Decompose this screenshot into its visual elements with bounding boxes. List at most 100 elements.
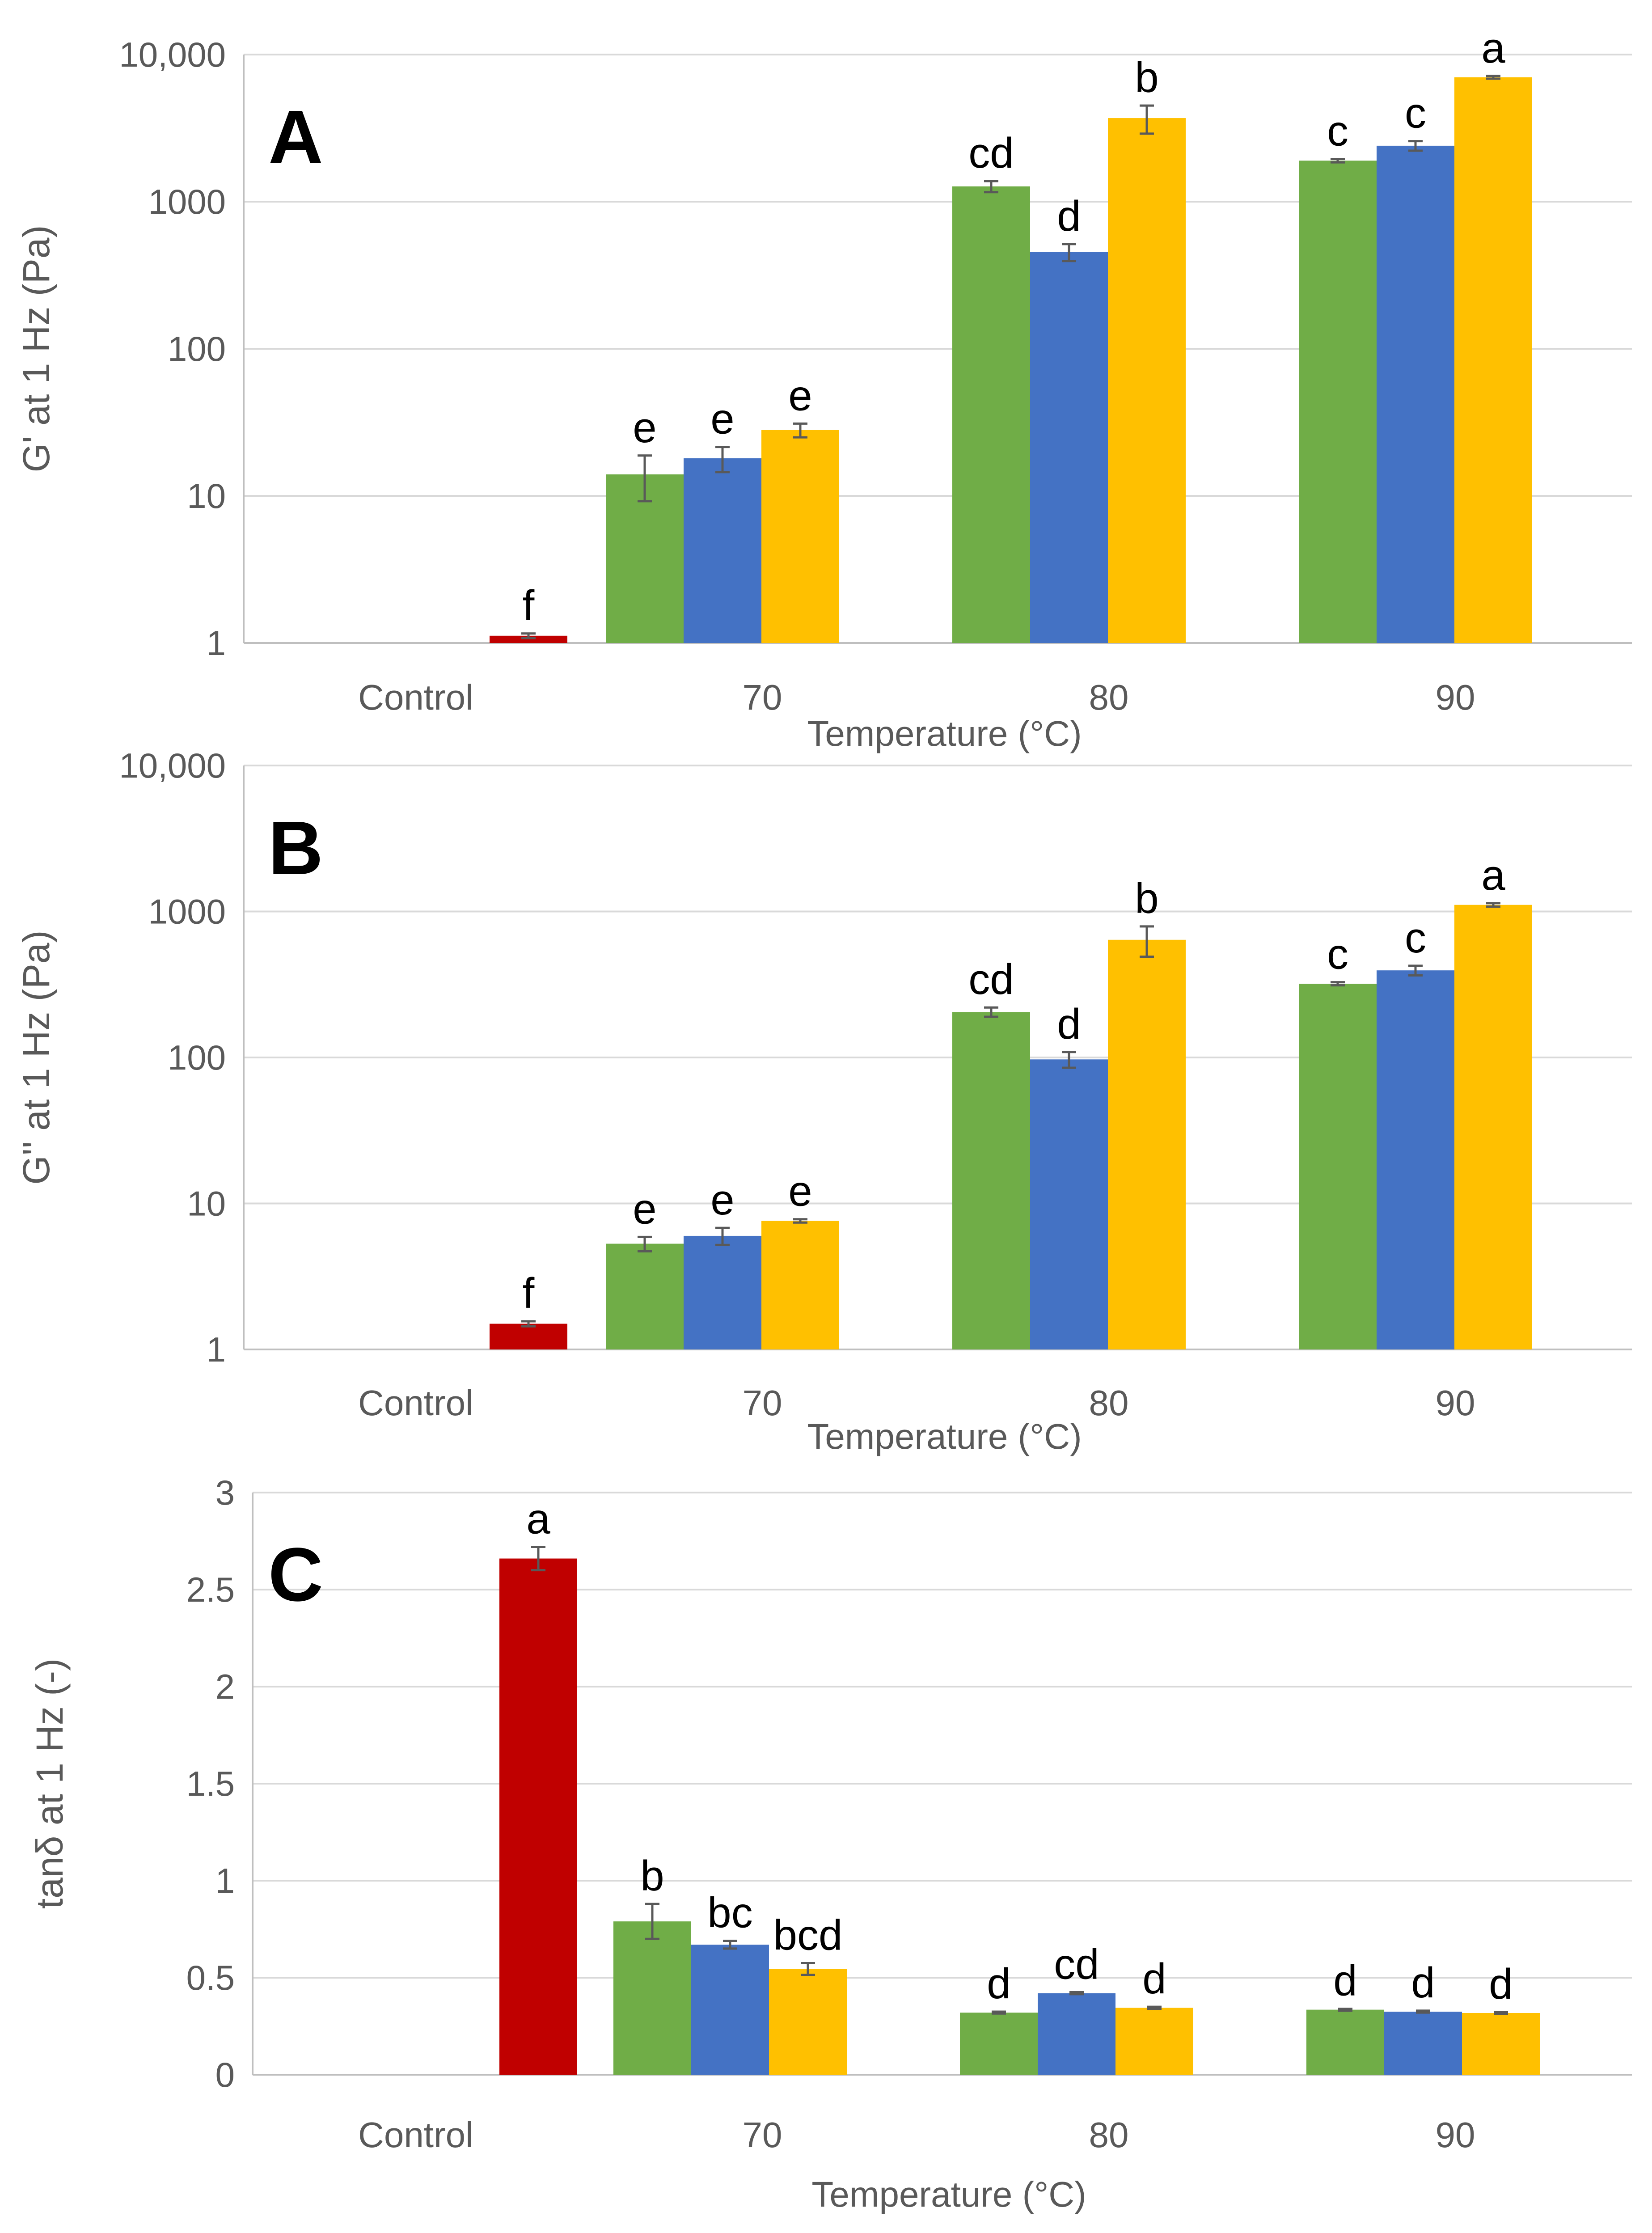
significance-letter: e [633,1185,656,1233]
error-bar [1486,75,1500,80]
significance-letter: d [987,1960,1010,2008]
bar-70-series2 [684,458,761,643]
error-bar [1147,2005,1162,2010]
bar-80-series2 [1038,1993,1115,2075]
error-bar [793,422,807,439]
error-bar [1062,243,1076,262]
error-bar [1494,2011,1508,2015]
bar-70-series3 [761,430,839,643]
y-tick-label: 2.5 [186,1570,235,1609]
significance-letter: e [788,372,812,419]
error-bar [793,1218,807,1224]
x-tick-label: Control [358,2115,473,2155]
error-bar [521,632,536,639]
y-tick-label: 1000 [148,182,226,221]
y-tick-label: 10,000 [119,35,226,74]
error-bar [992,2010,1006,2015]
bar-70-series3 [769,1969,847,2075]
x-tick-label: Control [358,1383,473,1423]
significance-letter: b [640,1852,664,1900]
y-tick-label: 1.5 [186,1764,235,1803]
y-tick-label: 1000 [148,892,226,931]
y-axis-title: tanδ at 1 Hz (-) [29,1658,71,1909]
significance-letter: cd [968,129,1014,177]
significance-letter: e [788,1167,812,1215]
y-axis-title: G' at 1 Hz (Pa) [15,225,57,473]
error-bar [723,1940,737,1950]
bar-control [499,1558,577,2075]
error-bar [531,1546,545,1572]
bar-80-series3 [1108,118,1186,643]
bar-control [490,1324,567,1349]
bar-80-series1 [952,1012,1030,1349]
chart-panel-a: 1 10 100 1000 10,000 f e e e cdd b c c a Control 70 80 90… [15,24,1632,753]
x-tick-label: 80 [1089,677,1129,717]
y-tick-label: 3 [215,1473,235,1512]
significance-letter: c [1405,914,1426,962]
panel-label: C [268,1532,323,1617]
y-tick-label: 1 [215,1861,235,1900]
significance-letter: a [526,1495,550,1543]
bar-90-series2 [1384,2011,1462,2075]
error-bar [1062,1051,1076,1069]
y-tick-label: 100 [168,329,226,368]
x-tick-label: 80 [1089,1383,1129,1423]
significance-letter: bc [707,1889,752,1937]
error-bar [1416,2009,1430,2014]
bar-70-series1 [606,1243,684,1349]
bar-70-series1 [613,1921,691,2075]
significance-letter: d [1057,192,1081,240]
error-bar [1140,104,1154,135]
significance-letter: f [523,1269,535,1317]
significance-letter: bcd [773,1911,843,1959]
bar-90-series1 [1299,161,1377,643]
y-tick-label: 0 [215,2055,235,2094]
significance-letter: cd [1054,1941,1099,1988]
error-bar [801,1962,815,1976]
bar-90-series3 [1454,77,1532,643]
bar-70-series2 [684,1235,761,1349]
error-bar [1331,158,1345,164]
y-tick-label: 2 [215,1667,235,1706]
significance-letter: a [1481,24,1505,72]
bar-control [490,635,567,643]
error-bar [638,1235,652,1253]
significance-letter: c [1405,89,1426,137]
x-tick-label: 90 [1436,677,1475,717]
error-bar [1331,981,1345,987]
significance-letter: d [1411,1959,1435,2007]
significance-letter: b [1135,875,1158,922]
y-tick-label: 0.5 [186,1958,235,1997]
x-tick-label: 70 [743,1383,782,1423]
error-bar [1069,1991,1084,1996]
y-axis-title: G'' at 1 Hz (Pa) [15,930,57,1185]
error-bar [984,1006,998,1018]
x-axis-title: Temperature (°C) [811,2174,1086,2214]
error-bar [521,1320,536,1328]
error-bar [715,1226,730,1246]
error-bar [1408,140,1423,152]
error-bar [1486,902,1500,908]
y-tick-label: 100 [168,1038,226,1077]
x-tick-label: 90 [1436,2115,1475,2155]
error-bar [645,1903,659,1940]
bar-80-series1 [960,2013,1038,2075]
significance-letter: d [1489,1960,1513,2008]
bar-80-series1 [952,186,1030,643]
significance-letter: c [1327,107,1348,155]
x-tick-label: 70 [743,677,782,717]
bar-70-series2 [691,1945,769,2075]
panel-label: B [268,806,323,891]
bar-70-series3 [761,1221,839,1349]
significance-letter: d [1142,1955,1166,2003]
bar-70-series1 [606,474,684,643]
bar-80-series2 [1030,1059,1108,1349]
y-tick-label: 1 [207,1330,226,1369]
chart-panel-b: 1 10 100 1000 10,000 f e e e cdd b c c a Control 70 80 90… [15,746,1632,1456]
error-bar [1338,2007,1352,2012]
bar-90-series2 [1377,145,1454,643]
x-axis-title: Temperature (°C) [807,1417,1082,1456]
significance-letter: c [1327,930,1348,978]
error-bar [1140,925,1154,958]
